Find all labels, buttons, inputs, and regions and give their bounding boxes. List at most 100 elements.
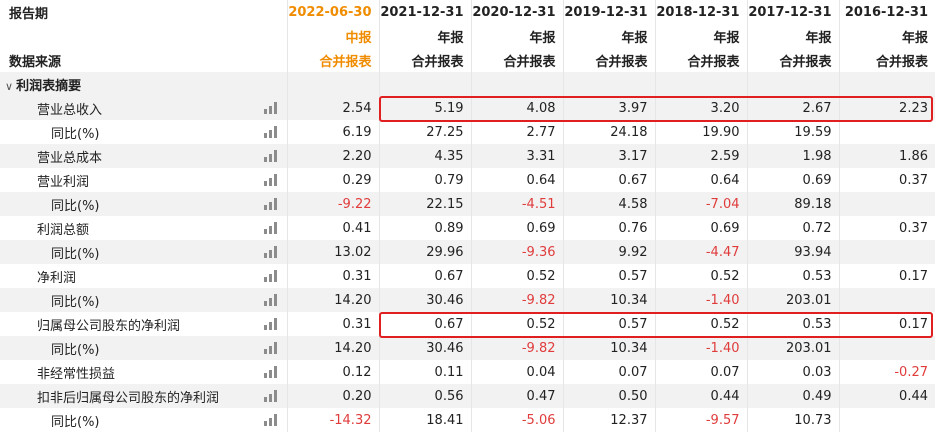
column-data-source: 合并报表 (471, 48, 564, 72)
table-row[interactable]: 同比(%) 14.20 30.46 -9.82 10.34 -1.40 203.01 (0, 288, 935, 312)
column-date[interactable]: 2019-12-31 (563, 0, 656, 24)
value-cell: 0.44 (839, 384, 935, 408)
value-cell: 10.34 (563, 288, 656, 312)
bar-chart-icon[interactable] (263, 126, 277, 138)
column-report-type: 年报 (471, 24, 564, 48)
value-cell: 0.20 (287, 384, 380, 408)
value-cell: -0.27 (839, 360, 935, 384)
bar-chart-icon[interactable] (263, 174, 277, 186)
bar-chart-icon[interactable] (263, 102, 277, 114)
bar-chart-icon[interactable] (263, 222, 277, 234)
value-cell: 0.57 (563, 312, 656, 336)
bar-chart-icon[interactable] (263, 246, 277, 258)
header-row-dates: 报告期 2022-06-30 2021-12-31 2020-12-31 201… (0, 0, 935, 24)
column-report-type: 中报 (287, 24, 380, 48)
bar-chart-icon[interactable] (263, 150, 277, 162)
row-label: 非经常性损益 (37, 366, 116, 382)
value-cell: 0.64 (471, 168, 564, 192)
value-cell: 5.19 (379, 96, 472, 120)
value-cell: -9.22 (287, 192, 380, 216)
value-cell: 2.77 (471, 120, 564, 144)
value-cell: 0.52 (655, 264, 748, 288)
column-data-source: 合并报表 (287, 48, 380, 72)
value-cell: 30.46 (379, 336, 472, 360)
table-row[interactable]: 营业总收入 2.54 5.19 4.08 3.97 3.20 2.67 2.23 (0, 96, 935, 120)
value-cell: 4.58 (563, 192, 656, 216)
source-label: 数据来源 (0, 48, 288, 72)
row-label: 营业总收入 (37, 102, 103, 118)
table-row[interactable]: 归属母公司股东的净利润 0.31 0.67 0.52 0.57 0.52 0.53 0.17 (0, 312, 935, 336)
table-row[interactable]: 同比(%) -9.22 22.15 -4.51 4.58 -7.04 89.18 (0, 192, 935, 216)
value-cell (839, 288, 935, 312)
value-cell: 0.44 (655, 384, 748, 408)
value-cell: -7.04 (655, 192, 748, 216)
column-date[interactable]: 2021-12-31 (379, 0, 472, 24)
column-date[interactable]: 2016-12-31 (839, 0, 935, 24)
value-cell: 2.59 (655, 144, 748, 168)
value-cell: 18.41 (379, 408, 472, 432)
value-cell: 0.72 (747, 216, 840, 240)
table-row[interactable]: 扣非后归属母公司股东的净利润 0.20 0.56 0.47 0.50 0.44 0.49 0.… (0, 384, 935, 408)
row-label: 同比(%) (51, 198, 100, 214)
table-row[interactable]: 净利润 0.31 0.67 0.52 0.57 0.52 0.53 0.17 (0, 264, 935, 288)
row-label: 同比(%) (51, 414, 100, 430)
row-label: 净利润 (37, 270, 77, 286)
value-cell: 0.76 (563, 216, 656, 240)
column-date[interactable]: 2018-12-31 (655, 0, 748, 24)
value-cell: 24.18 (563, 120, 656, 144)
section-income-summary[interactable]: ∨ 利润表摘要 (0, 72, 935, 96)
table-row[interactable]: 同比(%) 6.19 27.25 2.77 24.18 19.90 19.59 (0, 120, 935, 144)
column-data-source: 合并报表 (563, 48, 656, 72)
value-cell: 0.37 (839, 216, 935, 240)
value-cell: 0.67 (563, 168, 656, 192)
bar-chart-icon[interactable] (263, 414, 277, 426)
table-row[interactable]: 同比(%) 14.20 30.46 -9.82 10.34 -1.40 203.01 (0, 336, 935, 360)
value-cell: 3.31 (471, 144, 564, 168)
row-label: 同比(%) (51, 342, 100, 358)
table-row[interactable]: 同比(%) -14.32 18.41 -5.06 12.37 -9.57 10.73 (0, 408, 935, 432)
value-cell: 14.20 (287, 288, 380, 312)
column-report-type: 年报 (563, 24, 656, 48)
value-cell: 0.89 (379, 216, 472, 240)
value-cell: 2.67 (747, 96, 840, 120)
value-cell: 0.52 (471, 264, 564, 288)
table-row[interactable]: 利润总额 0.41 0.89 0.69 0.76 0.69 0.72 0.37 (0, 216, 935, 240)
value-cell: 13.02 (287, 240, 380, 264)
table-row[interactable]: 营业总成本 2.20 4.35 3.31 3.17 2.59 1.98 1.86 (0, 144, 935, 168)
value-cell: 0.69 (747, 168, 840, 192)
column-data-source: 合并报表 (655, 48, 748, 72)
value-cell: 0.53 (747, 264, 840, 288)
value-cell: 0.31 (287, 264, 380, 288)
table-row[interactable]: 非经常性损益 0.12 0.11 0.04 0.07 0.07 0.03 -0.27 (0, 360, 935, 384)
column-date[interactable]: 2020-12-31 (471, 0, 564, 24)
chevron-down-icon[interactable]: ∨ (5, 79, 14, 93)
value-cell: 0.50 (563, 384, 656, 408)
bar-chart-icon[interactable] (263, 366, 277, 378)
column-report-type: 年报 (379, 24, 472, 48)
table-row[interactable]: 同比(%) 13.02 29.96 -9.36 9.92 -4.47 93.94 (0, 240, 935, 264)
bar-chart-icon[interactable] (263, 318, 277, 330)
column-date[interactable]: 2022-06-30 (287, 0, 380, 24)
column-report-type: 年报 (839, 24, 935, 48)
value-cell: 89.18 (747, 192, 840, 216)
row-label-cell: 非经常性损益 (0, 360, 288, 384)
bar-chart-icon[interactable] (263, 390, 277, 402)
value-cell: 0.52 (655, 312, 748, 336)
value-cell: 9.92 (563, 240, 656, 264)
value-cell: 12.37 (563, 408, 656, 432)
value-cell: 4.35 (379, 144, 472, 168)
value-cell: -1.40 (655, 336, 748, 360)
value-cell (839, 120, 935, 144)
value-cell: 0.31 (287, 312, 380, 336)
table-row[interactable]: 营业利润 0.29 0.79 0.64 0.67 0.64 0.69 0.37 (0, 168, 935, 192)
section-header[interactable]: ∨ 利润表摘要 (0, 72, 288, 96)
value-cell: 0.03 (747, 360, 840, 384)
value-cell: 0.37 (839, 168, 935, 192)
bar-chart-icon[interactable] (263, 342, 277, 354)
bar-chart-icon[interactable] (263, 294, 277, 306)
value-cell: -5.06 (471, 408, 564, 432)
bar-chart-icon[interactable] (263, 198, 277, 210)
bar-chart-icon[interactable] (263, 270, 277, 282)
value-cell: 0.52 (471, 312, 564, 336)
column-date[interactable]: 2017-12-31 (747, 0, 840, 24)
